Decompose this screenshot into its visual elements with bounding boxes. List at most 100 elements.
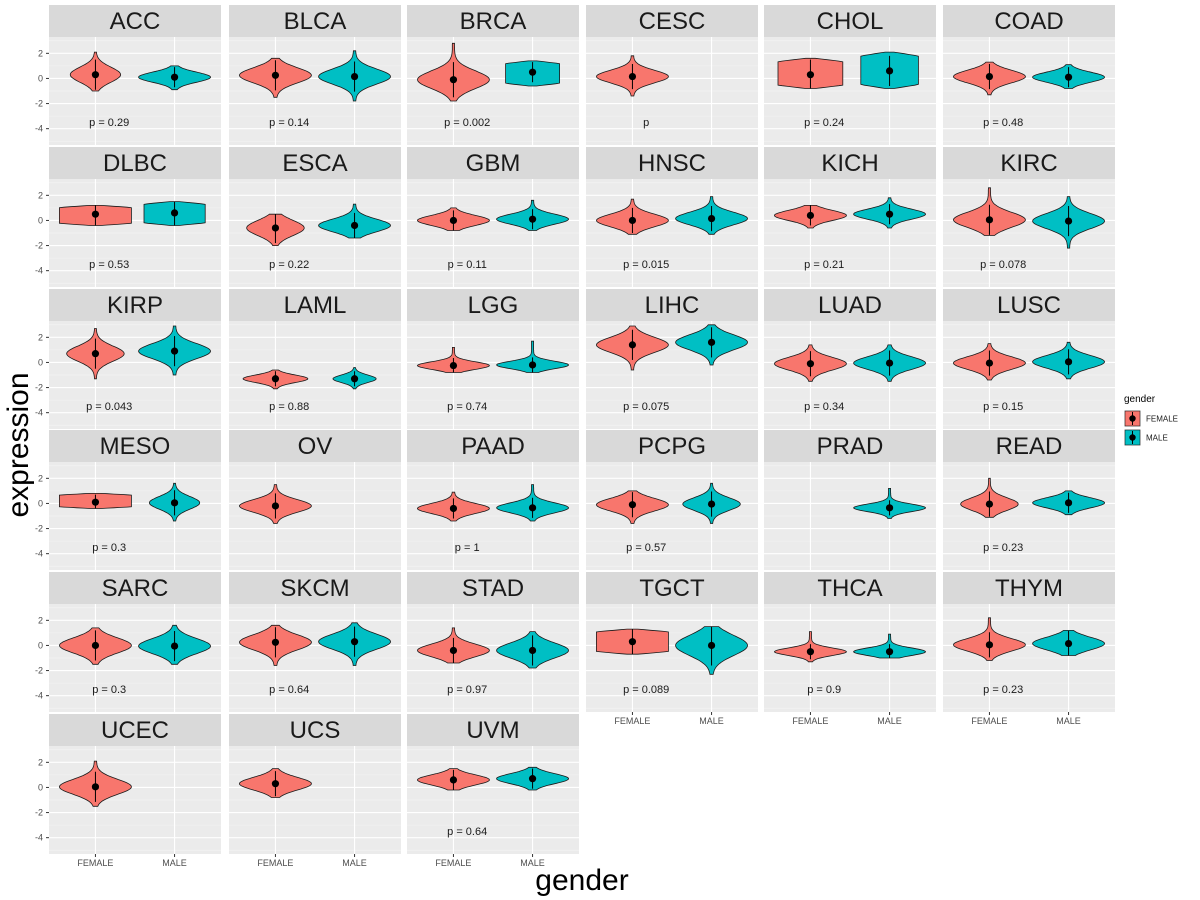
facet-panel-lgg: LGG p = 0.74 [407,289,579,429]
facet-panel-stad: STAD p = 0.97 [407,572,579,712]
facet-strip [229,5,401,37]
x-tick-label: MALE [877,716,902,726]
facet-panel-skcm: SKCM p = 0.64 [229,572,401,712]
p-value-label: p = 0.015 [623,259,669,271]
facet-strip-label: BRCA [460,8,527,35]
p-value-label: p = 0.88 [269,401,309,413]
p-value-label: p = 0.74 [447,401,487,413]
facet-panel-paad: PAAD p = 1 [407,430,579,570]
facet-panel-tgct: TGCT FEMALE MALE p = 0.089 [586,572,758,726]
y-tick-label: 2 [38,332,43,342]
facet-panel-kirc: KIRC p = 0.078 [943,147,1115,287]
female-mean-point [985,359,994,367]
male-mean-point [1064,73,1073,81]
y-tick-label: -2 [35,524,43,534]
facet-strip [49,430,221,462]
facet-panel-luad: LUAD p = 0.34 [764,289,936,429]
facet-strip [49,714,221,746]
female-mean-point [628,341,637,349]
facet-strip-label: CHOL [817,8,884,35]
facet-panel-thca: THCA FEMALE MALE p = 0.9 [764,572,936,726]
female-mean-point [91,498,100,506]
x-tick-label: FEMALE [435,858,471,868]
facet-strip-label: READ [996,433,1063,460]
p-value-label: p = 0.24 [804,117,844,129]
male-mean-point [707,214,716,223]
y-tick-label: -4 [35,124,43,134]
female-mean-point [271,502,280,510]
x-tick-label: MALE [699,716,724,726]
y-tick-label: -4 [35,691,43,701]
p-value-label: p = 0.3 [92,542,126,554]
facet-strip [49,572,221,604]
facet-strip [407,5,579,37]
p-value-label: p = 0.57 [626,542,666,554]
female-mean-point [985,500,994,508]
facet-strip-label: DLBC [103,150,167,177]
facet-panel-hnsc: HNSC p = 0.015 [586,147,758,287]
facet-strip-label: UVM [466,717,519,744]
p-value-label: p = 0.29 [89,117,129,129]
facet-strip-label: TGCT [639,575,705,602]
p-value-label: p = 0.21 [804,259,844,271]
p-value-label: p = 0.078 [980,259,1026,271]
male-mean-point [885,359,894,367]
female-mean-point [271,224,280,232]
male-mean-point [170,347,179,355]
facet-strip-label: MESO [100,433,171,460]
female-mean-point [628,216,637,225]
y-tick-label: -2 [35,241,43,251]
female-mean-point [449,504,458,513]
male-mean-point [1064,358,1073,366]
y-tick-label: 0 [38,782,43,792]
y-axis-title: expression [2,372,35,517]
facet-strip-label: UCEC [101,717,169,744]
p-value-label: p = 0.075 [623,401,669,413]
facet-strip [586,5,758,37]
female-mean-point [628,501,637,509]
facet-panel-uvm: UVM FEMALE MALE p = 0.64 [407,714,579,868]
y-tick-label: -2 [35,808,43,818]
facet-strip [586,289,758,321]
legend-key-point [1129,434,1136,441]
facet-panel-read: READ p = 0.23 [943,430,1115,570]
facet-strip [229,572,401,604]
male-mean-point [707,641,716,650]
p-value-label: p = 0.64 [447,826,487,838]
facet-strip-label: COAD [994,8,1063,35]
male-mean-point [350,221,359,230]
facet-strip [764,430,936,462]
facet-strip-label: SARC [102,575,169,602]
facet-panels: ACC 2 0 -2 -4 p = 0.29 BLCA p = 0.14 BRCA p = 0.0… [35,5,1115,868]
female-mean-point [271,71,280,79]
male-mean-point [528,68,537,76]
p-value-label: p [643,117,649,129]
facet-panel-ov: OV [229,430,401,570]
facet-panel-meso: MESO 2 0 -2 -4 p = 0.3 [35,430,221,570]
facet-strip-label: THYM [995,575,1063,602]
legend: gender FEMALE MALE [1124,394,1178,446]
facet-panel-esca: ESCA p = 0.22 [229,147,401,287]
p-value-label: p = 0.11 [448,259,487,271]
y-tick-label: 2 [38,757,43,767]
male-mean-point [528,504,537,512]
male-mean-point [885,210,894,218]
facet-strip-label: HNSC [638,150,706,177]
legend-label: FEMALE [1146,415,1178,424]
female-mean-point [91,783,100,791]
facet-panel-thym: THYM FEMALE MALE p = 0.23 [943,572,1115,726]
legend-item-female: FEMALE [1124,410,1178,427]
facet-panel-lusc: LUSC p = 0.15 [943,289,1115,429]
female-mean-point [271,780,280,788]
male-mean-point [1064,499,1073,507]
y-tick-label: 0 [38,498,43,508]
facet-panel-chol: CHOL p = 0.24 [764,5,936,145]
y-tick-label: -4 [35,833,43,843]
facet-strip [586,430,758,462]
facet-strip-label: CESC [639,8,706,35]
p-value-label: p = 0.22 [269,259,309,271]
facet-panel-lihc: LIHC p = 0.075 [586,289,758,429]
facet-strip-label: LGG [468,292,519,319]
x-tick-label: MALE [342,858,367,868]
facet-strip-label: BLCA [284,8,347,35]
